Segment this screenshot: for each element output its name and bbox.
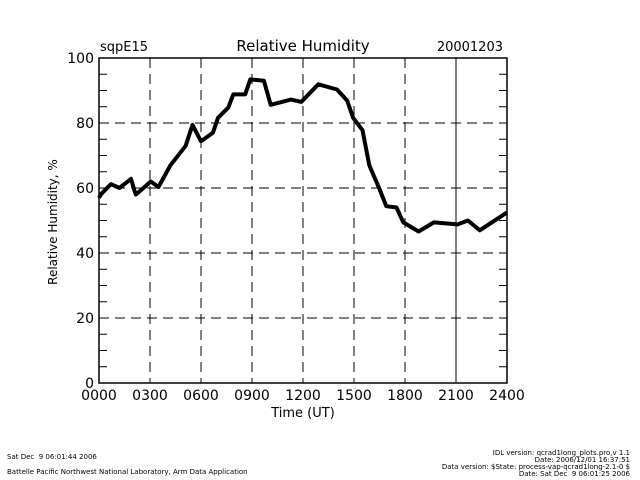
axis-ticks [99,73,507,368]
footer-right-line4: Date: Sat Dec 9 06:01:25 2006 [518,470,630,478]
x-tick-label: 0900 [234,388,270,404]
series-line-relative-humidity [97,77,509,234]
footer-right-line1: IDL version: qcrad1long_plots.pro,v 1.1 [492,449,630,457]
footer-left-line2: Battelle Pacific Northwest National Labo… [7,468,248,476]
date-label: 20001203 [437,40,503,55]
y-tick-label: 80 [76,116,94,132]
footer-right-line3: Data version: $State: process-vap-qcrad1… [441,463,630,471]
chart-title: Relative Humidity [236,37,369,55]
x-tick-label: 0300 [132,388,168,404]
site-label: sqpE15 [100,40,148,55]
footer-left-line1: Sat Dec 9 06:01:44 2006 [7,453,97,461]
footer-right-line2: Date: 2006/12/01 16:37:51 [534,456,630,464]
y-tick-label: 40 [76,246,94,262]
plot-frame [98,57,508,384]
x-tick-label: 2400 [489,388,525,404]
y-tick-label: 100 [67,51,94,67]
x-tick-label: 0000 [81,388,117,404]
x-tick-label: 1200 [285,388,321,404]
y-tick-label: 20 [76,311,94,327]
y-tick-label: 60 [76,181,94,197]
x-tick-label: 2100 [438,388,474,404]
grid [99,58,507,383]
y-tick-label: 0 [85,376,94,392]
x-tick-label: 1500 [336,388,372,404]
x-tick-label: 1800 [387,388,423,404]
x-tick-label: 0600 [183,388,219,404]
x-axis-label: Time (UT) [270,406,335,421]
y-axis-label: Relative Humidity, % [46,159,60,285]
